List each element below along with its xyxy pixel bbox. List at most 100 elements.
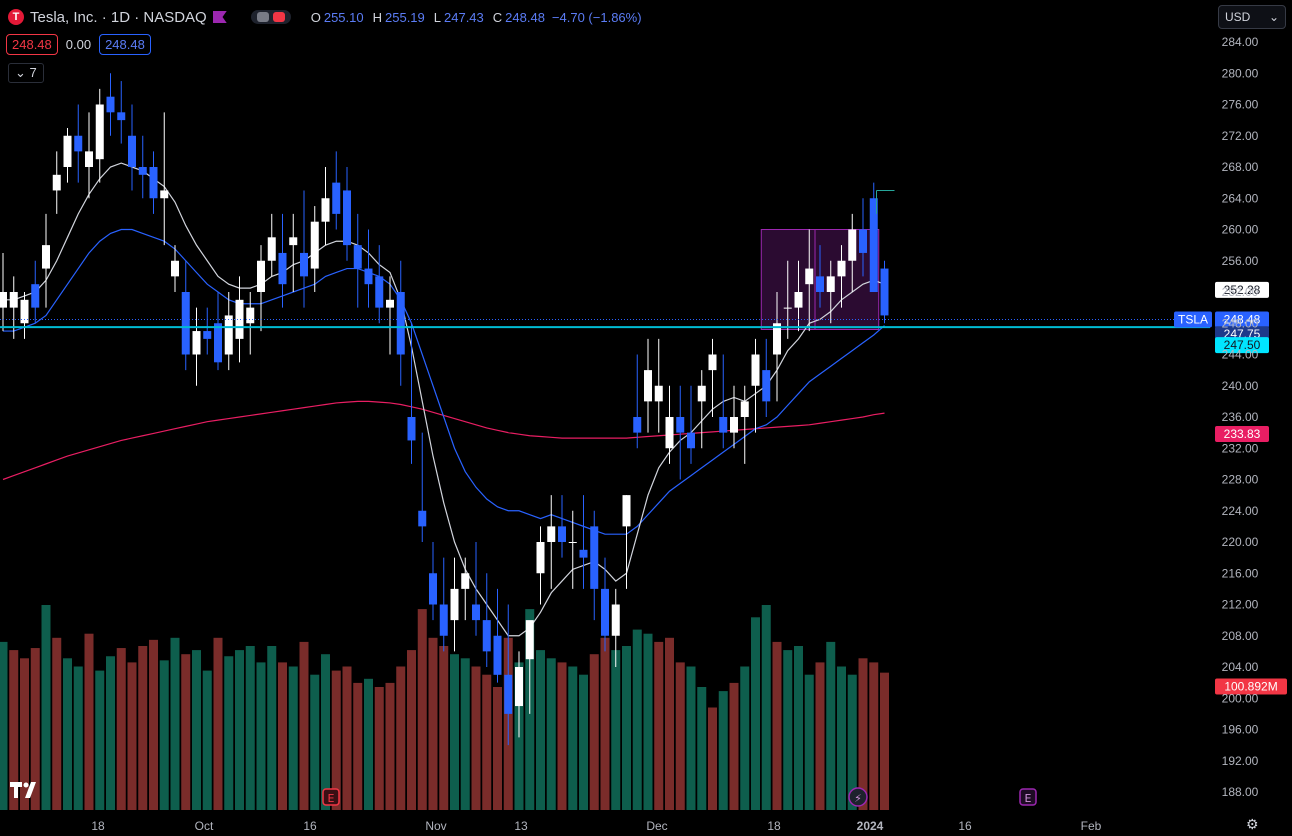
- buy-button[interactable]: 248.48: [99, 34, 151, 55]
- volume-bar: [740, 666, 750, 810]
- volume-bar: [643, 633, 653, 810]
- volume-bar: [439, 646, 449, 810]
- price-tick-label: 276.00: [1222, 98, 1259, 112]
- price-tick-label: 252.00: [1222, 285, 1259, 299]
- volume-bar: [342, 666, 352, 810]
- candle-body: [192, 331, 201, 355]
- sell-button[interactable]: 248.48: [6, 34, 58, 55]
- price-tick-label: 220.00: [1222, 535, 1259, 549]
- candle-body: [160, 190, 169, 199]
- lightning-event-icon: [848, 787, 868, 807]
- volume-bar: [138, 646, 148, 810]
- candle-body: [773, 323, 781, 355]
- currency-select[interactable]: USD ⌄: [1218, 5, 1286, 29]
- flag-icon[interactable]: [212, 11, 227, 23]
- candle-body: [536, 542, 545, 574]
- time-tick-label: 16: [303, 819, 317, 833]
- volume-bar: [794, 646, 803, 810]
- candle-body: [461, 573, 470, 589]
- volume-bar: [460, 658, 470, 810]
- price-tick-label: 204.00: [1222, 660, 1259, 674]
- volume-bar: [321, 654, 330, 810]
- volume-bar: [450, 654, 459, 810]
- candle-body: [676, 417, 685, 433]
- volume-bar: [127, 662, 137, 810]
- indicator-toggle[interactable]: [250, 10, 291, 24]
- volume-bar: [557, 662, 567, 810]
- candle-body: [235, 299, 244, 339]
- volume-bar: [729, 682, 739, 810]
- volume-bar: [30, 648, 40, 810]
- price-tick-label: 188.00: [1222, 785, 1259, 799]
- support-price-label: 247.50: [1224, 338, 1261, 352]
- candle-body: [783, 307, 792, 309]
- volume-bar: [417, 609, 427, 810]
- gear-icon[interactable]: ⚙: [1246, 816, 1259, 832]
- candle-body: [278, 252, 287, 285]
- candle-body: [869, 198, 878, 292]
- candle-body: [257, 260, 265, 292]
- minus-icon[interactable]: [256, 12, 269, 22]
- tradingview-logo-icon[interactable]: [10, 780, 40, 803]
- candle-body: [837, 260, 846, 277]
- candle-body: [74, 135, 83, 152]
- candle-body: [826, 276, 835, 292]
- candle-body: [547, 526, 556, 542]
- candle-body: [644, 370, 652, 402]
- volume-bar: [632, 629, 642, 810]
- candle-body: [20, 299, 29, 324]
- price-tick-label: 280.00: [1222, 66, 1259, 80]
- volume-bar: [310, 674, 320, 810]
- volume-bar: [159, 660, 169, 810]
- price-tick-label: 192.00: [1222, 754, 1259, 768]
- symbol-header[interactable]: T Tesla, Inc. · 1D · NASDAQ O 255.10 H 255…: [8, 6, 642, 28]
- price-tick-label: 260.00: [1222, 223, 1259, 237]
- volume-bar: [95, 670, 105, 810]
- candle-body: [117, 112, 126, 121]
- candle-body: [611, 604, 620, 636]
- volume-price-label: 100.892M: [1224, 680, 1277, 694]
- candle-body: [493, 635, 502, 675]
- symbol-title[interactable]: Tesla, Inc. · 1D · NASDAQ: [30, 8, 207, 26]
- candle-body: [472, 604, 480, 621]
- candle-body: [181, 292, 190, 355]
- volume-bar: [331, 670, 341, 810]
- price-tick-label: 208.00: [1222, 629, 1259, 643]
- candle-body: [396, 292, 405, 355]
- event-markers[interactable]: E ⚡ E: [322, 787, 1037, 807]
- ohlc-readout: O 255.10 H 255.19 L 247.43 C 248.48 −4.70 (−…: [311, 10, 642, 25]
- volume-bar: [858, 658, 868, 810]
- volume-bar: [869, 662, 879, 810]
- volume-bar: [374, 687, 384, 810]
- volume-bar: [675, 662, 685, 810]
- candle-body: [246, 307, 255, 324]
- chevron-down-icon: ⌄: [1268, 10, 1279, 24]
- volume-bar: [407, 650, 416, 810]
- candle-body: [762, 370, 771, 402]
- candle-body: [482, 620, 491, 652]
- time-tick-label: 18: [91, 819, 105, 833]
- sma-long-price-label: 233.83: [1224, 427, 1261, 441]
- candle-body: [106, 96, 115, 113]
- trade-panel: 248.48 0.00 248.48: [6, 34, 151, 55]
- volume-bar: [568, 666, 578, 810]
- indicators-collapse-button[interactable]: ⌄ 7: [8, 63, 44, 83]
- volume-bar: [611, 650, 621, 810]
- candle-body: [848, 229, 857, 261]
- candle-body: [0, 292, 7, 308]
- volume-bar: [665, 637, 674, 810]
- price-tick-label: 236.00: [1222, 410, 1259, 424]
- price-tick-label: 264.00: [1222, 191, 1259, 205]
- candle-body: [730, 417, 738, 433]
- volume-bar: [20, 658, 29, 810]
- candle-body: [52, 174, 61, 191]
- volume-bar: [654, 641, 664, 810]
- volume-bar: [245, 646, 255, 810]
- wave-icon[interactable]: [272, 12, 285, 22]
- candle-body: [450, 588, 459, 621]
- price-tick-label: 224.00: [1222, 504, 1259, 518]
- candle-body: [665, 417, 674, 449]
- support-price-label-bg: [1215, 337, 1269, 354]
